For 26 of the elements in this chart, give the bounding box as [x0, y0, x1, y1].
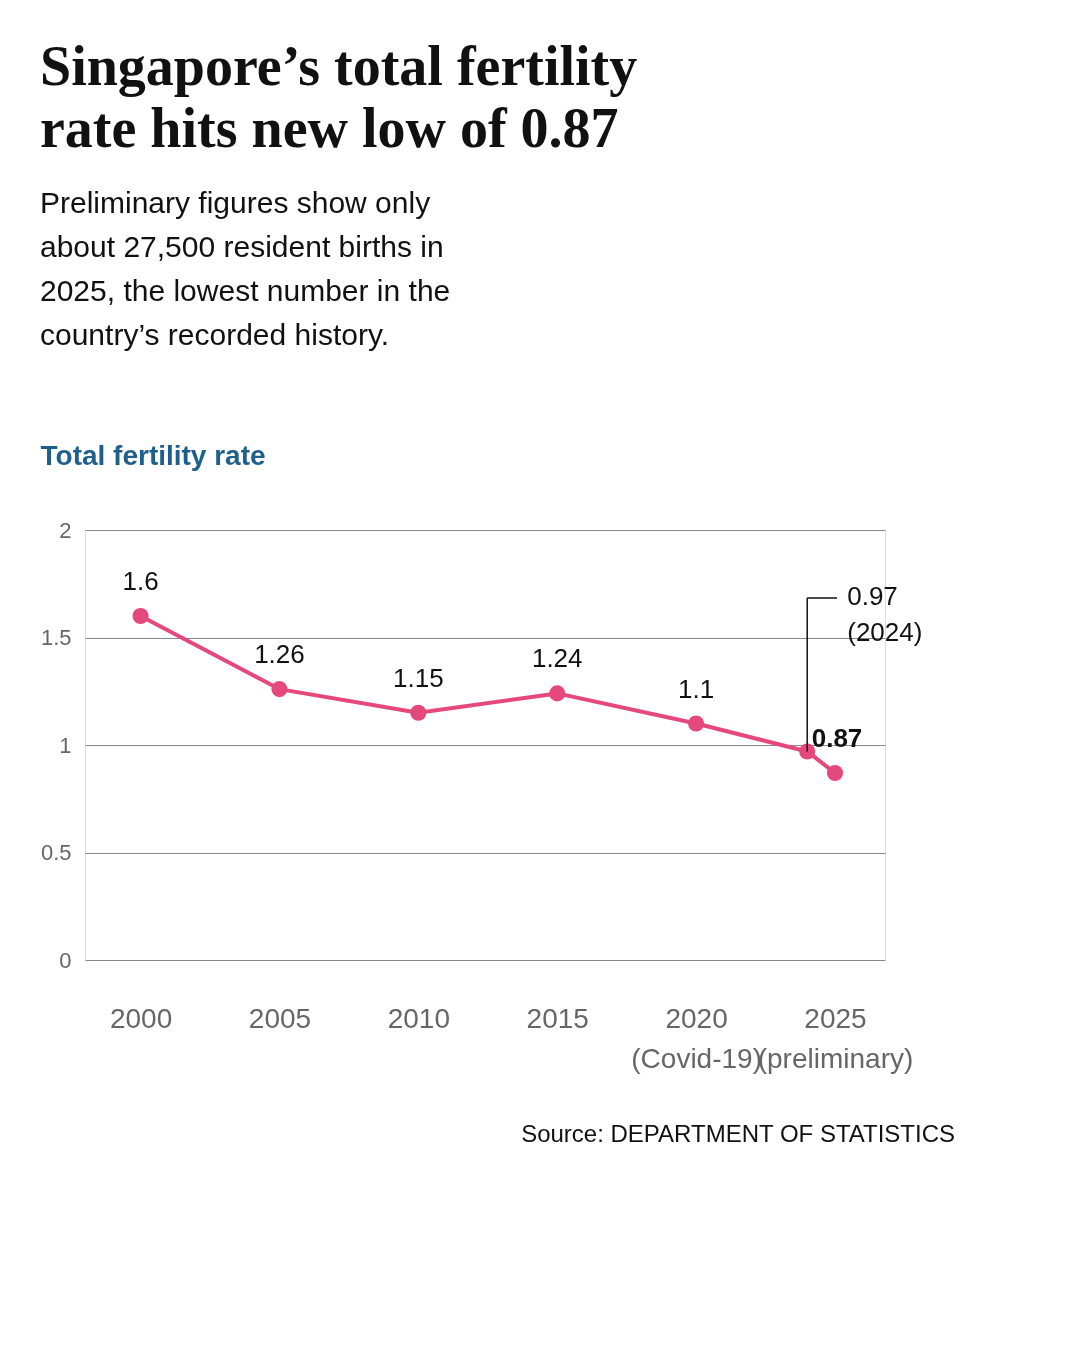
text: 1.24 — [531, 643, 583, 674]
y-tick-label: 2 — [59, 517, 72, 543]
y-tick-label: 0 — [59, 947, 72, 973]
x-tick-label: 2010 — [387, 1002, 450, 1034]
y-tick-label: 1 — [59, 732, 72, 758]
point — [826, 764, 844, 781]
x-tick-label: 2005 — [248, 1002, 312, 1034]
point — [132, 607, 149, 625]
point — [271, 681, 288, 698]
point — [410, 704, 427, 721]
chart-subtitle: Preliminary figures show only about 27,500 resident births in 2025, the lowest number in the country’s recorded history. — [40, 186, 451, 351]
point — [688, 715, 705, 732]
text: 1.15 — [393, 662, 444, 693]
source-note: Source: DEPARTMENT OF STATISTICS — [521, 1120, 955, 1147]
chart-title: Singapore’s total fertility rate hits new low of 0.87 — [40, 35, 638, 159]
y-tick-label: 0.5 — [40, 840, 72, 865]
x-tick-label: 2000 — [109, 1002, 173, 1034]
y-tick-label: 1.5 — [40, 625, 72, 650]
text: 0.87 — [811, 722, 863, 753]
text: 1.6 — [122, 566, 159, 596]
annotation: 0.97 (2024) — [847, 581, 923, 647]
y-axis-title: Total fertility rate — [40, 439, 266, 471]
text: 1.26 — [254, 639, 305, 670]
point — [549, 685, 566, 702]
text: 1.1 — [678, 673, 715, 704]
x-tick-label: 2015 — [526, 1002, 589, 1034]
